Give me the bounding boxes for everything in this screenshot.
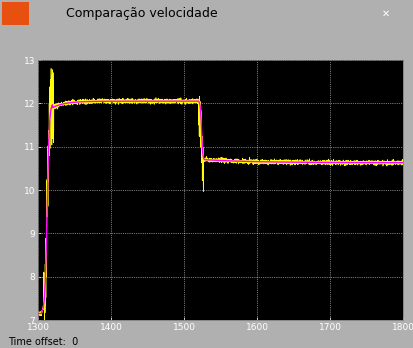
Text: Time offset:  0: Time offset: 0	[8, 337, 78, 347]
Polygon shape	[2, 2, 29, 25]
Text: Comparação velocidade: Comparação velocidade	[66, 7, 218, 20]
Text: ✕: ✕	[382, 8, 390, 18]
